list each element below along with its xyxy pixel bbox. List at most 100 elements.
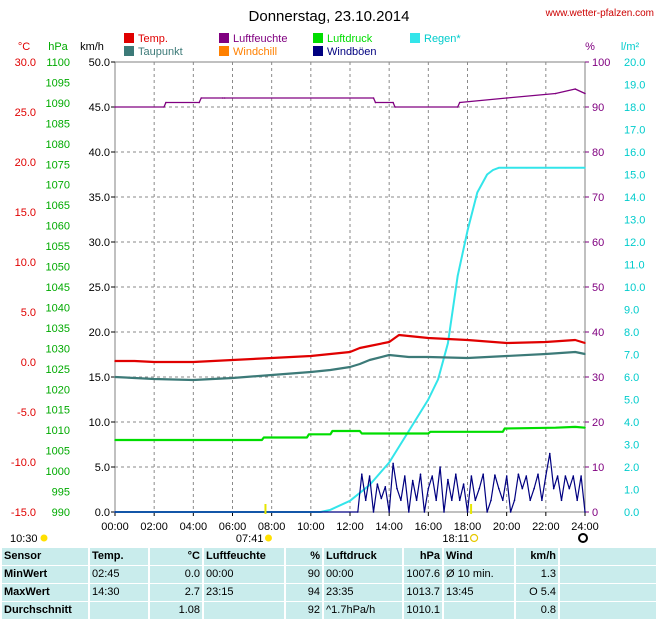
data-point (349, 366, 351, 368)
sunrise-icon (264, 534, 272, 542)
series-line (115, 425, 586, 442)
y-tick-label: 40 (592, 327, 604, 339)
y-tick-label: 15.0 (89, 372, 110, 384)
data-point (372, 97, 375, 99)
y-tick-label: 17.0 (624, 125, 645, 137)
data-point (490, 499, 492, 502)
data-point (552, 487, 555, 490)
x-tick-label: 02:00 (140, 521, 168, 533)
data-point (310, 355, 312, 357)
y-tick-label: 1000 (46, 466, 70, 478)
data-point (114, 106, 116, 108)
data-point (554, 426, 557, 429)
stats-header-cell: km/h (516, 548, 558, 565)
y-tick-label: 12.0 (624, 237, 645, 249)
data-point (163, 106, 165, 108)
y-tick-label: 16.0 (624, 147, 645, 159)
data-point (505, 475, 508, 477)
data-point (331, 430, 334, 432)
stats-header-cell: % (286, 548, 322, 565)
y-tick-label: 990 (52, 507, 70, 519)
data-point (114, 376, 116, 378)
data-point (529, 499, 531, 502)
data-point (533, 487, 535, 490)
data-point (439, 466, 441, 468)
y-tick-label: 0.0 (21, 357, 36, 369)
stats-cell: 2.7 (150, 584, 202, 601)
data-point (572, 475, 575, 477)
y-tick-label: 1020 (46, 384, 70, 396)
data-point (494, 474, 496, 476)
stats-cell: 14:30 (90, 584, 148, 601)
data-point (114, 439, 116, 441)
y-tick-label: 0 (592, 507, 598, 519)
data-point (503, 427, 506, 430)
y-tick-label: 1030 (46, 343, 70, 355)
data-point (368, 359, 371, 361)
y-tick-label: 18.0 (624, 102, 645, 114)
stats-cell: O 5.4 (516, 584, 558, 601)
legend-label: Temp. (138, 33, 168, 45)
data-point (359, 347, 361, 349)
data-point (525, 167, 528, 169)
axis-unit-label: hPa (48, 41, 68, 53)
y-tick-label: 1055 (46, 241, 70, 253)
data-point (263, 436, 265, 439)
data-point (376, 483, 379, 485)
data-point (505, 97, 508, 99)
axis-units: °C hPa km/h% l/m² (18, 41, 640, 53)
y-tick-label: 5.0 (95, 462, 110, 474)
y-tick-label: -5.0 (17, 407, 36, 419)
data-point (498, 167, 500, 169)
y-tick-label: 1100 (46, 57, 70, 69)
y-tick-label: 70 (592, 192, 604, 204)
data-point (574, 426, 576, 428)
data-point (114, 360, 116, 362)
data-point (545, 475, 547, 477)
data-point (462, 483, 465, 485)
y-tick-label: 1.0 (624, 485, 639, 497)
data-point (564, 475, 567, 477)
data-point (153, 361, 155, 363)
data-point (361, 473, 363, 476)
y-tick-label: 45.0 (89, 102, 110, 114)
data-point (545, 341, 547, 343)
y-tick-label: 1060 (46, 221, 70, 233)
data-point (231, 377, 234, 379)
data-point (478, 487, 481, 490)
stats-cell: ^1.7hPa/h (324, 602, 402, 619)
y-tick-label: 20.0 (15, 157, 36, 169)
data-point (521, 487, 524, 490)
sunset-label: 18:11 (442, 533, 469, 545)
data-point (329, 433, 332, 436)
data-point (584, 92, 586, 95)
y-tick-label: 15.0 (15, 207, 36, 219)
source-credit[interactable]: www.wetter-pfalzen.com (545, 8, 654, 19)
data-point (415, 499, 418, 502)
y-tick-label: 1005 (46, 446, 70, 458)
x-tick-label: 10:00 (297, 521, 325, 533)
data-point (486, 511, 488, 513)
data-point (349, 351, 351, 353)
y-tick-label: 90 (592, 102, 604, 114)
series-line (114, 350, 586, 382)
data-point (435, 499, 438, 502)
data-point (408, 356, 410, 358)
y-tick-label: 50 (592, 282, 604, 294)
data-point (456, 106, 459, 108)
data-point (165, 101, 167, 104)
legend-label: Luftfeuchte (233, 33, 287, 45)
statistics-table: Sensor Temp. °C Luftfeuchte% Luftdruck hPa Win… (0, 546, 658, 620)
stats-cell (204, 602, 284, 619)
data-point (192, 361, 195, 363)
series-line (115, 452, 586, 513)
data-point (133, 360, 136, 362)
grid (115, 62, 585, 512)
day-start-sun-icon (40, 534, 48, 542)
axis-unit-label: °C (18, 41, 30, 53)
data-point (427, 487, 430, 490)
stats-cell: Durchschnitt (2, 602, 88, 619)
axis-unit-label: km/h (80, 41, 104, 53)
y-tick-label: 20.0 (624, 57, 645, 69)
data-point (394, 106, 396, 108)
